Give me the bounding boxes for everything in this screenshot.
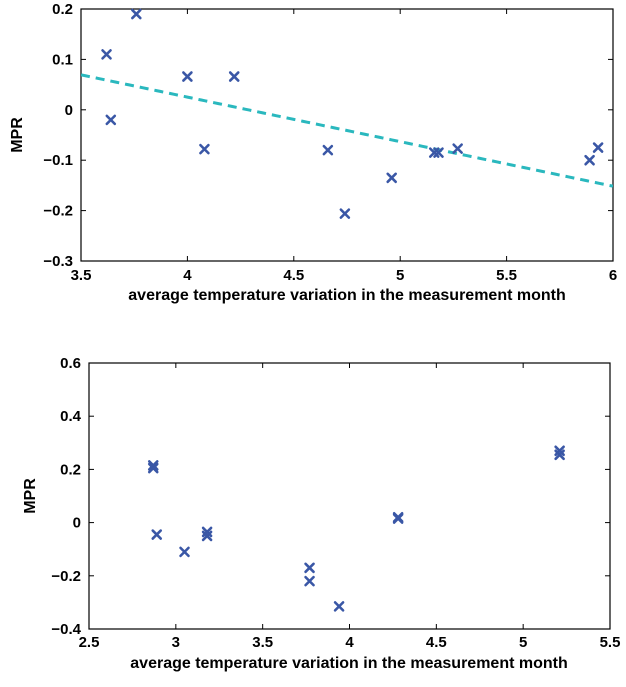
x-tick-label: 4: [345, 634, 354, 651]
y-tick-label: 0: [65, 102, 73, 119]
top-y-axis-label: MPR: [9, 117, 26, 153]
x-tick-label: 4: [183, 267, 192, 284]
x-tick-label: 3: [172, 634, 180, 651]
x-tick-label: 3.5: [252, 634, 273, 651]
bottom-y-axis-label: MPR: [22, 478, 39, 514]
bottom-chart: 2.5 3 3.5 4 4.5 5 5.5 −0.4 −0.2 0 0.2 0.4 0.6 avera…: [22, 355, 621, 672]
bottom-plot-area: [88, 362, 611, 630]
bottom-markers: [147, 445, 565, 612]
data-point-marker: [179, 546, 190, 558]
x-tick-label: 5: [519, 634, 527, 651]
x-tick-label: 2.5: [79, 634, 100, 651]
bottom-x-axis: 2.5 3 3.5 4 4.5 5 5.5: [79, 363, 621, 651]
x-tick-label: 5.5: [600, 634, 621, 651]
data-point-marker: [333, 601, 345, 612]
y-tick-label: 0.6: [60, 355, 81, 372]
y-tick-label: −0.4: [51, 621, 81, 638]
data-point-marker: [584, 154, 595, 166]
top-x-axis-label: average temperature variation in the mea…: [128, 287, 565, 304]
x-tick-label: 6: [609, 267, 617, 284]
top-chart: 3.5 4 4.5 5 5.5 6 −0.3 −0.2 −0.1 0 0.1 0.2 average…: [9, 1, 617, 304]
data-point-marker: [386, 172, 397, 184]
data-point-marker: [199, 143, 210, 155]
y-tick-label: −0.2: [51, 568, 81, 585]
data-point-marker: [554, 449, 565, 461]
y-tick-label: 0.4: [60, 408, 82, 425]
data-point-marker: [101, 49, 112, 60]
bottom-y-axis: −0.4 −0.2 0 0.2 0.4 0.6: [51, 355, 610, 638]
data-point-marker: [147, 460, 159, 471]
x-tick-label: 4.5: [426, 634, 447, 651]
top-markers: [101, 8, 604, 219]
data-point-marker: [452, 143, 463, 154]
x-tick-label: 3.5: [71, 267, 92, 284]
y-tick-label: 0: [73, 515, 81, 532]
data-point-marker: [182, 71, 193, 82]
data-point-marker: [339, 208, 351, 219]
data-point-marker: [105, 114, 117, 126]
data-point-marker: [322, 144, 334, 156]
bottom-x-axis-label: average temperature variation in the mea…: [130, 655, 567, 672]
data-point-marker: [151, 529, 163, 540]
y-tick-label: 0.1: [52, 51, 73, 68]
linear-fit-line: [81, 73, 613, 188]
data-point-marker: [228, 71, 240, 82]
data-point-marker: [392, 513, 404, 524]
x-tick-label: 5.5: [496, 267, 517, 284]
data-point-marker: [147, 462, 159, 474]
y-tick-label: 0.2: [60, 461, 81, 478]
y-tick-label: 0.2: [52, 1, 73, 18]
x-tick-label: 5: [396, 267, 404, 284]
top-plot-area: [80, 8, 614, 262]
data-point-marker: [304, 575, 315, 587]
top-fit-lines: [81, 73, 613, 188]
y-tick-label: −0.1: [43, 152, 73, 169]
y-tick-label: −0.3: [43, 253, 73, 270]
data-point-marker: [304, 562, 315, 574]
data-point-marker: [131, 8, 142, 20]
data-point-marker: [592, 142, 604, 153]
top-x-axis: 3.5 4 4.5 5 5.5 6: [71, 9, 617, 284]
data-point-marker: [201, 530, 213, 542]
data-point-marker: [433, 147, 444, 158]
top-y-axis: −0.3 −0.2 −0.1 0 0.1 0.2: [43, 1, 613, 270]
y-tick-label: −0.2: [43, 203, 73, 220]
x-tick-label: 4.5: [283, 267, 304, 284]
